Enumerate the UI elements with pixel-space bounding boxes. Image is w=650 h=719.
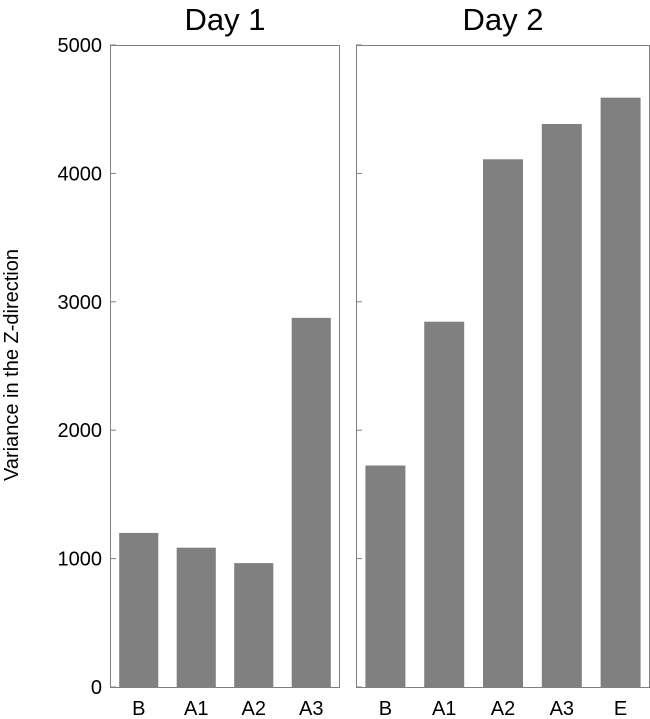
panel-2: Day 2 B A1 A2 A3 E bbox=[356, 2, 650, 719]
y-tick-label: 4000 bbox=[58, 163, 103, 185]
bar bbox=[291, 317, 331, 687]
panel-1: Day 1 0 1000 2000 3000 4000 5000 B A1 A2 A3 bbox=[58, 2, 340, 719]
x-tick-label: A3 bbox=[550, 698, 574, 719]
y-tick-label: 1000 bbox=[58, 549, 103, 571]
bar bbox=[600, 97, 641, 688]
x-tick-label: A1 bbox=[184, 698, 208, 719]
x-tick-label: B bbox=[379, 698, 392, 719]
y-axis-label: Variance in the Z-direction bbox=[1, 249, 23, 481]
bar bbox=[176, 547, 216, 687]
bar bbox=[424, 321, 465, 687]
bar bbox=[541, 123, 582, 687]
panel-title: Day 2 bbox=[463, 2, 544, 37]
x-tick-label: A2 bbox=[242, 698, 266, 719]
bar bbox=[483, 159, 523, 687]
y-tick-label: 0 bbox=[91, 677, 102, 699]
bar bbox=[119, 532, 159, 687]
x-tick-label: E bbox=[614, 698, 627, 719]
x-tick-label: B bbox=[132, 698, 145, 719]
x-tick-label: A1 bbox=[432, 698, 456, 719]
chart-panels: Day 1 0 1000 2000 3000 4000 5000 B A1 A2 A3 Day 2 B A… bbox=[58, 2, 650, 719]
bar bbox=[365, 465, 406, 687]
panel-frame bbox=[110, 45, 340, 688]
x-tick-label: A3 bbox=[299, 698, 323, 719]
y-tick-label: 5000 bbox=[58, 35, 103, 57]
bar bbox=[234, 563, 274, 687]
x-tick-label: A2 bbox=[491, 698, 515, 719]
y-tick-label: 2000 bbox=[58, 420, 103, 442]
y-tick-label: 3000 bbox=[58, 292, 103, 314]
panel-title: Day 1 bbox=[185, 2, 266, 37]
